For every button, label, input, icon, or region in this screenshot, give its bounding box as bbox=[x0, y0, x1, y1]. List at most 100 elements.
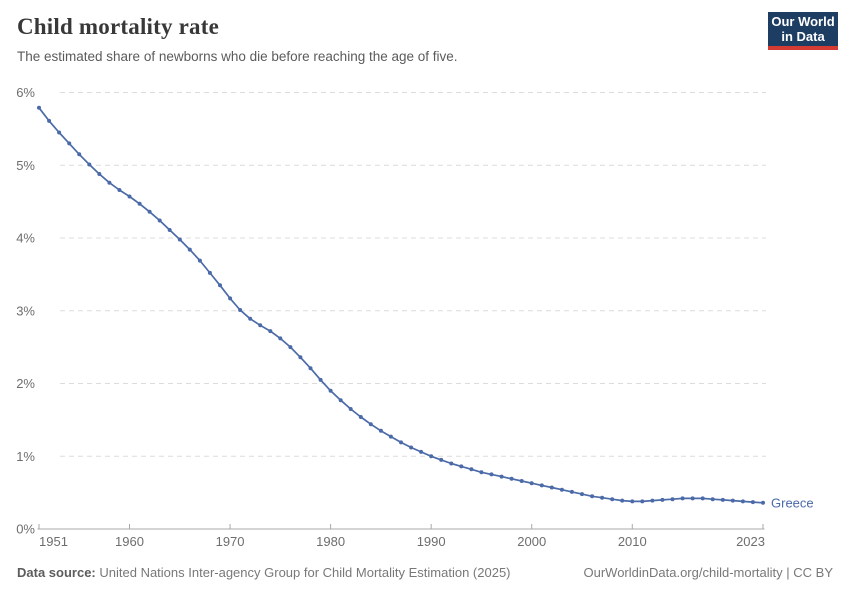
x-axis-label: 1980 bbox=[316, 534, 345, 549]
x-axis-label: 2000 bbox=[517, 534, 546, 549]
data-point[interactable] bbox=[67, 141, 72, 146]
data-point[interactable] bbox=[228, 296, 233, 301]
data-point[interactable] bbox=[97, 172, 102, 176]
x-axis-label: 2010 bbox=[618, 534, 647, 549]
data-point[interactable] bbox=[348, 407, 353, 411]
x-axis-label: 2023 bbox=[736, 534, 765, 549]
data-point[interactable] bbox=[700, 496, 705, 501]
y-axis-label: 2% bbox=[16, 376, 35, 391]
data-point[interactable] bbox=[559, 487, 564, 492]
y-axis-label: 3% bbox=[16, 303, 35, 318]
y-axis-label: 1% bbox=[16, 449, 35, 464]
data-point[interactable] bbox=[107, 180, 112, 185]
data-source-text[interactable]: United Nations Inter-agency Group for Ch… bbox=[99, 565, 511, 580]
data-point[interactable] bbox=[549, 485, 554, 490]
data-point[interactable] bbox=[238, 308, 243, 312]
data-point[interactable] bbox=[388, 434, 393, 439]
x-axis-label: 1951 bbox=[39, 534, 68, 549]
chart-subtitle: The estimated share of newborns who die … bbox=[17, 49, 458, 64]
data-point[interactable] bbox=[610, 497, 615, 502]
data-point[interactable] bbox=[127, 194, 132, 199]
data-point[interactable] bbox=[409, 445, 414, 450]
data-point[interactable] bbox=[761, 500, 765, 505]
data-point[interactable] bbox=[449, 461, 454, 466]
page-title: Child mortality rate bbox=[17, 14, 220, 39]
data-point[interactable] bbox=[680, 496, 685, 501]
data-point[interactable] bbox=[399, 440, 403, 445]
data-point[interactable] bbox=[338, 398, 343, 403]
data-point[interactable] bbox=[218, 283, 222, 288]
data-point[interactable] bbox=[308, 366, 313, 371]
data-point[interactable] bbox=[207, 270, 212, 275]
data-point[interactable] bbox=[117, 188, 122, 192]
data-point[interactable] bbox=[690, 496, 695, 501]
data-point[interactable] bbox=[358, 415, 363, 419]
data-point[interactable] bbox=[720, 497, 725, 502]
data-point[interactable] bbox=[469, 467, 474, 472]
chart-footer: Data source: United Nations Inter-agency… bbox=[17, 565, 833, 580]
data-point[interactable] bbox=[37, 105, 41, 110]
data-point[interactable] bbox=[509, 476, 514, 481]
data-point[interactable] bbox=[177, 237, 182, 242]
data-point[interactable] bbox=[620, 498, 625, 503]
y-axis-label: 5% bbox=[16, 158, 35, 173]
data-point[interactable] bbox=[77, 152, 82, 157]
data-point[interactable] bbox=[750, 500, 755, 505]
data-point[interactable] bbox=[479, 470, 484, 475]
data-point[interactable] bbox=[429, 454, 434, 459]
data-point[interactable] bbox=[600, 495, 605, 500]
data-point[interactable] bbox=[489, 472, 494, 477]
data-point[interactable] bbox=[268, 329, 273, 334]
data-point[interactable] bbox=[539, 483, 544, 488]
data-point[interactable] bbox=[147, 209, 152, 214]
data-point[interactable] bbox=[439, 457, 444, 462]
data-point[interactable] bbox=[57, 130, 62, 135]
data-point[interactable] bbox=[590, 494, 595, 499]
data-point[interactable] bbox=[197, 258, 202, 263]
data-point[interactable] bbox=[740, 499, 745, 504]
data-source: Data source: United Nations Inter-agency… bbox=[17, 565, 511, 580]
data-point[interactable] bbox=[660, 497, 665, 502]
data-point[interactable] bbox=[378, 428, 383, 433]
data-point[interactable] bbox=[519, 479, 524, 483]
data-point[interactable] bbox=[730, 498, 735, 503]
data-point[interactable] bbox=[87, 162, 92, 167]
data-point[interactable] bbox=[419, 449, 424, 454]
data-point[interactable] bbox=[569, 489, 574, 494]
data-point[interactable] bbox=[328, 388, 333, 393]
data-source-label: Data source: bbox=[17, 565, 96, 580]
owid-logo-line2: in Data bbox=[781, 29, 825, 44]
data-point[interactable] bbox=[187, 247, 192, 252]
owid-url-link[interactable]: OurWorldinData.org/child-mortality | CC … bbox=[583, 565, 834, 580]
data-point[interactable] bbox=[580, 492, 584, 497]
data-point[interactable] bbox=[499, 474, 504, 479]
data-point[interactable] bbox=[710, 497, 715, 502]
chart-header: Child mortality rate The estimated share… bbox=[17, 14, 757, 64]
data-point[interactable] bbox=[630, 499, 635, 504]
data-point[interactable] bbox=[157, 218, 162, 223]
y-axis-label: 4% bbox=[16, 231, 35, 246]
entity-label[interactable]: Greece bbox=[771, 495, 814, 510]
data-point[interactable] bbox=[529, 481, 534, 486]
data-point[interactable] bbox=[650, 498, 655, 503]
data-point[interactable] bbox=[288, 345, 293, 350]
data-point[interactable] bbox=[298, 355, 303, 360]
data-point[interactable] bbox=[459, 464, 464, 469]
data-point[interactable] bbox=[47, 118, 52, 123]
data-point[interactable] bbox=[670, 497, 675, 502]
data-point[interactable] bbox=[278, 336, 283, 341]
x-axis-label: 1990 bbox=[417, 534, 446, 549]
data-point[interactable] bbox=[318, 377, 323, 382]
data-point[interactable] bbox=[248, 316, 253, 321]
x-axis-label: 1960 bbox=[115, 534, 144, 549]
data-point[interactable] bbox=[258, 323, 263, 328]
data-point[interactable] bbox=[640, 499, 645, 504]
y-axis-label: 6% bbox=[16, 85, 35, 100]
data-point[interactable] bbox=[167, 228, 172, 232]
owid-logo[interactable]: Our World in Data bbox=[768, 12, 838, 50]
data-point[interactable] bbox=[368, 422, 373, 427]
data-point[interactable] bbox=[137, 201, 142, 206]
y-axis-label: 0% bbox=[16, 522, 35, 537]
owid-logo-line1: Our World bbox=[771, 14, 835, 29]
